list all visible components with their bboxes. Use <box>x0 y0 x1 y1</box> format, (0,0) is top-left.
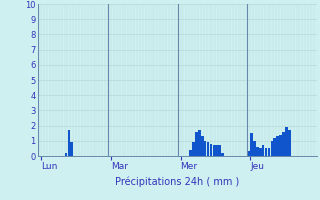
Bar <box>195 132 198 156</box>
Bar <box>189 150 192 156</box>
Bar <box>221 153 224 156</box>
Bar <box>198 130 201 156</box>
Bar <box>210 144 212 156</box>
Bar <box>212 145 215 156</box>
Bar <box>207 142 209 156</box>
Bar <box>270 141 273 156</box>
Bar <box>215 145 218 156</box>
Bar <box>247 151 250 156</box>
Bar <box>265 148 267 156</box>
Bar <box>70 142 73 156</box>
Bar <box>192 142 195 156</box>
Bar <box>276 136 279 156</box>
Bar <box>282 132 285 156</box>
Bar <box>279 135 282 156</box>
Bar <box>268 148 270 156</box>
Bar <box>68 130 70 156</box>
Bar <box>201 136 204 156</box>
X-axis label: Précipitations 24h ( mm ): Précipitations 24h ( mm ) <box>116 176 240 187</box>
Bar <box>262 145 264 156</box>
Bar <box>256 147 259 156</box>
Bar <box>259 148 261 156</box>
Bar <box>204 141 206 156</box>
Bar <box>250 133 253 156</box>
Bar <box>285 127 288 156</box>
Bar <box>65 153 67 156</box>
Bar <box>218 145 221 156</box>
Bar <box>288 130 291 156</box>
Bar <box>253 141 256 156</box>
Bar <box>274 138 276 156</box>
